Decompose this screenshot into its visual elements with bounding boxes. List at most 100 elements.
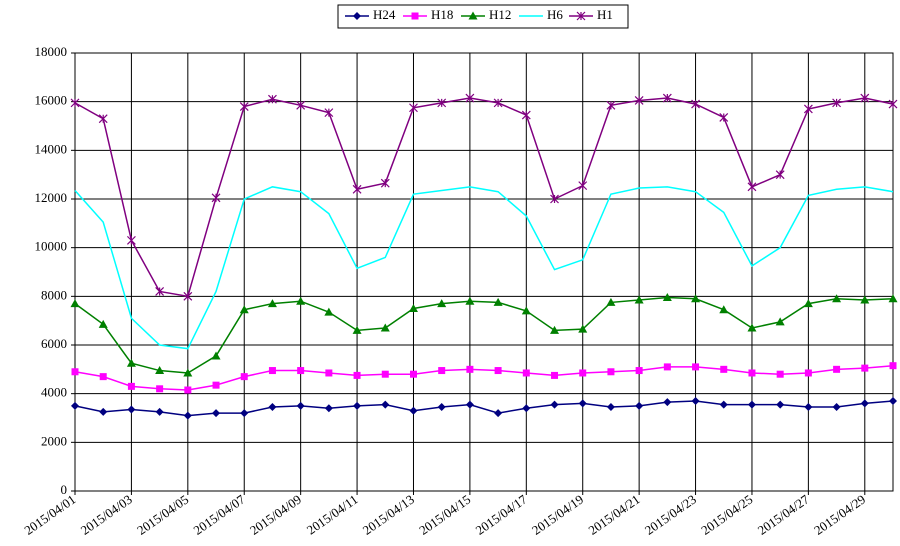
marker [211,351,221,360]
marker [606,100,616,110]
marker [411,12,419,20]
y-tick-label: 10000 [35,239,68,254]
marker [438,367,446,375]
x-tick-label: 2015/04/09 [247,492,304,538]
marker [888,99,898,109]
marker [691,294,701,303]
marker [156,385,164,393]
marker [692,363,700,371]
x-tick-label: 2015/04/17 [473,491,531,538]
y-tick-label: 0 [61,482,68,497]
marker [70,299,80,308]
marker [296,401,305,410]
marker [353,12,361,20]
marker [212,409,221,418]
legend-label: H24 [373,7,396,22]
marker [98,114,108,124]
marker [155,407,164,416]
x-tick-label: 2015/04/25 [698,492,755,538]
marker [98,319,108,328]
x-tick-label: 2015/04/19 [529,492,586,538]
marker [578,181,588,191]
marker [127,405,136,414]
marker [719,113,729,122]
marker [776,370,784,378]
y-tick-label: 8000 [41,287,67,302]
marker [468,11,478,20]
marker [71,401,79,410]
marker [325,369,333,377]
marker [494,367,502,375]
marker [494,409,503,418]
x-tick-label: 2015/04/01 [21,492,78,538]
marker [578,399,587,408]
marker [606,297,616,306]
marker [239,102,249,111]
x-tick-label: 2015/04/21 [585,492,642,538]
marker [466,365,474,373]
x-tick-label: 2015/04/07 [191,491,249,538]
marker [832,98,842,108]
marker [634,295,644,304]
marker [719,305,729,314]
x-tick-label: 2015/04/15 [416,492,473,538]
marker [465,400,474,409]
marker [551,371,559,379]
x-tick-label: 2015/04/27 [755,491,813,538]
marker [747,400,756,409]
marker [380,323,390,332]
marker [71,368,79,376]
y-tick-label: 18000 [35,44,68,59]
legend-label: H18 [431,7,453,22]
marker [776,400,785,409]
x-tick-label: 2015/04/29 [811,492,868,538]
marker [268,403,277,412]
marker [804,369,812,377]
series-line [74,186,894,350]
marker [437,403,446,412]
marker [324,108,334,118]
marker [296,100,306,110]
x-tick-label: 2015/04/05 [134,492,191,538]
marker [775,170,785,180]
y-tick-label: 6000 [41,336,67,351]
marker [748,369,756,377]
marker [550,400,559,409]
marker [803,104,813,114]
series-line [74,364,894,391]
x-tick-label: 2015/04/11 [304,492,361,538]
marker [212,381,220,389]
marker [522,369,530,377]
marker [409,370,417,378]
marker [409,103,418,113]
y-tick-label: 16000 [35,93,68,108]
marker [155,287,165,296]
y-tick-label: 2000 [41,433,67,448]
marker [183,291,193,301]
marker [578,324,588,333]
marker [99,407,108,416]
marker [606,403,615,412]
legend-label: H12 [489,7,511,22]
marker [889,362,897,370]
marker [126,358,136,367]
marker [155,366,165,375]
marker [888,294,898,303]
marker [861,364,869,372]
series-line [74,400,894,417]
marker [268,94,277,104]
marker [860,93,870,103]
marker [521,306,531,315]
marker [381,370,389,378]
legend-label: H1 [597,7,613,22]
series-line [74,296,894,374]
marker [775,317,785,326]
marker [607,368,615,376]
marker [804,403,813,412]
marker [352,184,362,194]
marker [720,365,728,373]
marker [747,323,757,332]
marker [832,294,842,303]
marker [493,98,503,108]
y-tick-label: 4000 [41,385,67,400]
